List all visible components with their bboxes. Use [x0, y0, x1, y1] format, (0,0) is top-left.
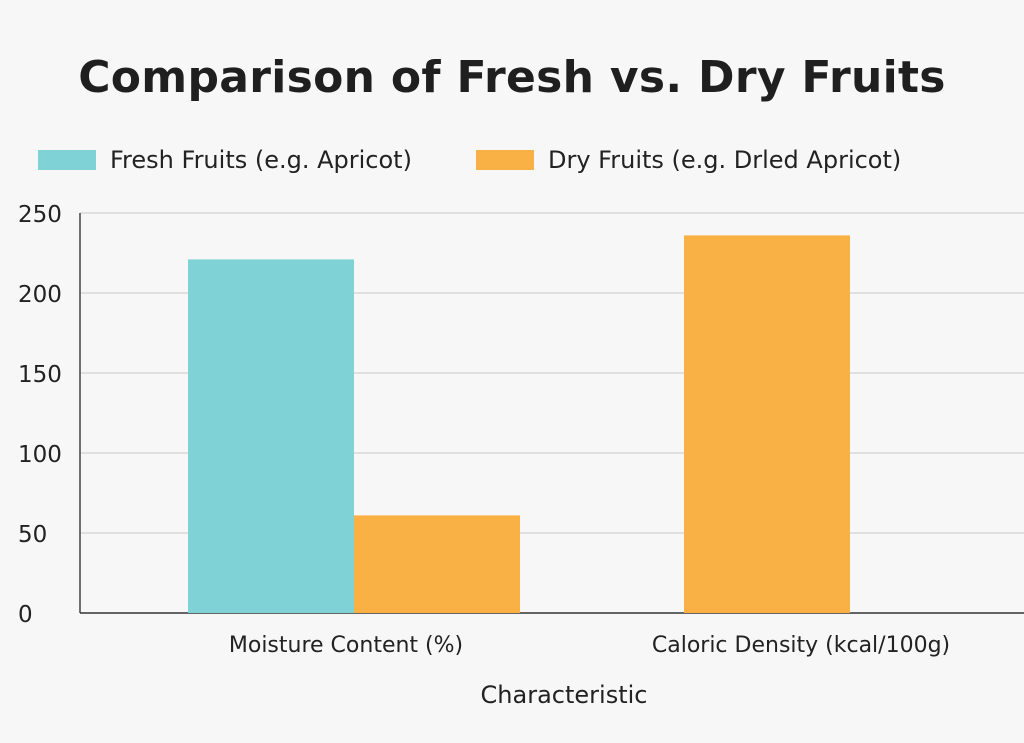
y-tick-label-100: 100: [18, 442, 62, 468]
x-category-label-1: Caloric Density (kcal/100g): [652, 633, 950, 658]
legend-label-fresh: Fresh Fruits (e.g. Apricot): [110, 146, 412, 174]
legend-swatch-dry: [476, 150, 534, 170]
y-tick-label-0: 0: [18, 602, 33, 628]
legend-swatch-fresh: [38, 150, 96, 170]
legend: Fresh Fruits (e.g. Apricot) Dry Fruits (…: [0, 142, 1024, 178]
chart-title: Comparison of Fresh vs. Dry Fruits: [78, 52, 946, 103]
legend-label-dry: Dry Fruits (e.g. Drled Apricot): [548, 146, 902, 174]
y-tick-label-250: 250: [18, 202, 62, 228]
bar-dry-1: [684, 235, 850, 613]
x-category-label-0: Moisture Content (%): [229, 633, 463, 658]
y-tick-label-150: 150: [18, 362, 62, 388]
legend-item-fresh: Fresh Fruits (e.g. Apricot): [38, 142, 412, 178]
legend-item-dry: Dry Fruits (e.g. Drled Apricot): [476, 142, 901, 178]
x-axis-title: Characteristic: [481, 681, 648, 709]
bar-fresh-0: [188, 259, 354, 613]
bar-dry-0: [354, 515, 520, 613]
y-tick-label-50: 50: [18, 522, 47, 548]
y-tick-label-200: 200: [18, 282, 62, 308]
